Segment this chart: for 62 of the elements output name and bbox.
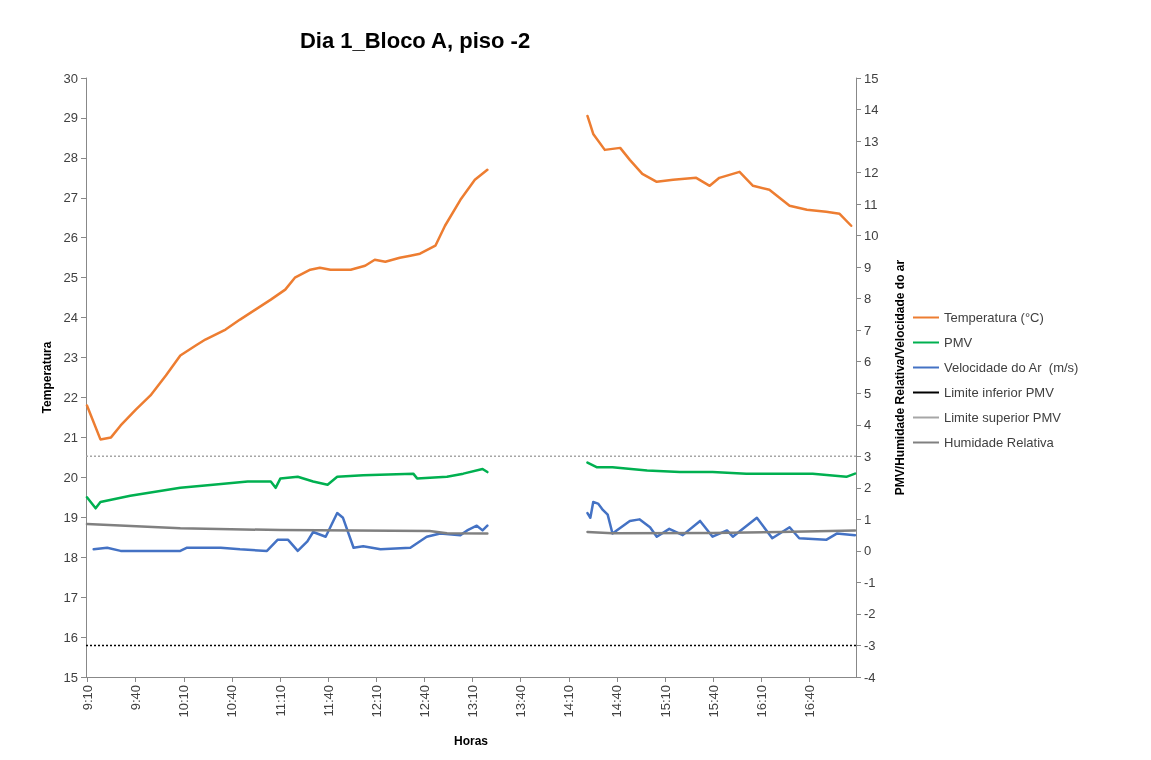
y2-tick-label: 4	[864, 417, 872, 433]
y-tick-label: 20	[63, 469, 78, 485]
y2-tick-label: -1	[864, 574, 876, 590]
y-tick-label: 25	[63, 270, 78, 286]
x-axis-title: Horas	[453, 734, 489, 748]
legend-label: PMV	[944, 335, 973, 350]
y-tick-label: 15	[63, 669, 78, 685]
x-tick-label: 9:10	[80, 685, 96, 711]
x-tick-label: 16:10	[753, 685, 769, 718]
y2-tick-label: 3	[864, 448, 872, 464]
y-tick-label: 16	[63, 629, 78, 645]
x-tick-label: 11:40	[320, 685, 336, 717]
y-tick-label: 26	[63, 230, 78, 246]
y-tick-label: 29	[63, 110, 78, 126]
x-tick-label: 12:40	[416, 685, 432, 718]
legend-label: Limite superior PMV	[944, 410, 1062, 425]
y-tick-label: 18	[63, 549, 78, 565]
y2-tick-label: 12	[864, 165, 879, 181]
y2-tick-label: 9	[864, 259, 872, 275]
legend-label: Limite inferior PMV	[944, 385, 1055, 400]
x-tick-label: 11:10	[272, 685, 288, 717]
y2-tick-label: -4	[864, 669, 876, 685]
legend-label: Velocidade do Ar (m/s)	[944, 360, 1079, 375]
y2-tick-label: -2	[864, 606, 876, 622]
x-tick-label: 12:10	[368, 685, 384, 718]
y2-tick-label: 2	[864, 480, 872, 496]
y-tick-label: 19	[63, 509, 78, 525]
y-tick-label: 27	[63, 190, 78, 206]
x-tick-label: 13:10	[465, 685, 481, 718]
x-tick-label: 10:10	[176, 685, 192, 718]
x-tick-label: 15:10	[657, 685, 673, 718]
y2-tick-label: 13	[864, 133, 879, 149]
x-tick-label: 16:40	[801, 685, 817, 718]
y-tick-label: 23	[63, 350, 78, 366]
y-tick-label: 28	[63, 150, 78, 166]
y-tick-label: 24	[63, 310, 78, 326]
x-tick-label: 10:40	[224, 685, 240, 718]
y2-tick-label: 6	[864, 354, 872, 370]
y2-tick-label: 8	[864, 291, 872, 307]
y2-tick-label: 1	[864, 511, 872, 527]
legend-label: Humidade Relativa	[944, 435, 1055, 450]
chart-title: Dia 1_Bloco A, piso -2	[299, 27, 531, 53]
x-tick-label: 13:40	[513, 685, 529, 718]
y2-axis-title: PMV/Humidade Relativa/Velocidade do ar	[893, 259, 907, 496]
y2-tick-label: 0	[864, 543, 872, 559]
y2-tick-label: 15	[864, 70, 879, 86]
y2-tick-label: 14	[864, 102, 879, 118]
y2-tick-label: 11	[864, 196, 878, 212]
y2-tick-label: 5	[864, 385, 872, 401]
x-tick-label: 14:40	[609, 685, 625, 718]
y-axis-title: Temperatura	[39, 341, 54, 414]
x-tick-label: 9:40	[128, 685, 144, 711]
x-tick-label: 15:40	[705, 685, 721, 718]
y2-tick-label: 7	[864, 322, 872, 338]
y2-tick-label: -3	[864, 637, 876, 653]
y-tick-label: 17	[63, 589, 78, 605]
y-tick-label: 30	[63, 70, 78, 86]
y2-tick-label: 10	[864, 228, 879, 244]
x-tick-label: 14:10	[561, 685, 577, 718]
legend-label: Temperatura (°C)	[944, 310, 1044, 325]
y-tick-label: 22	[63, 389, 78, 405]
y-tick-label: 21	[63, 429, 78, 445]
